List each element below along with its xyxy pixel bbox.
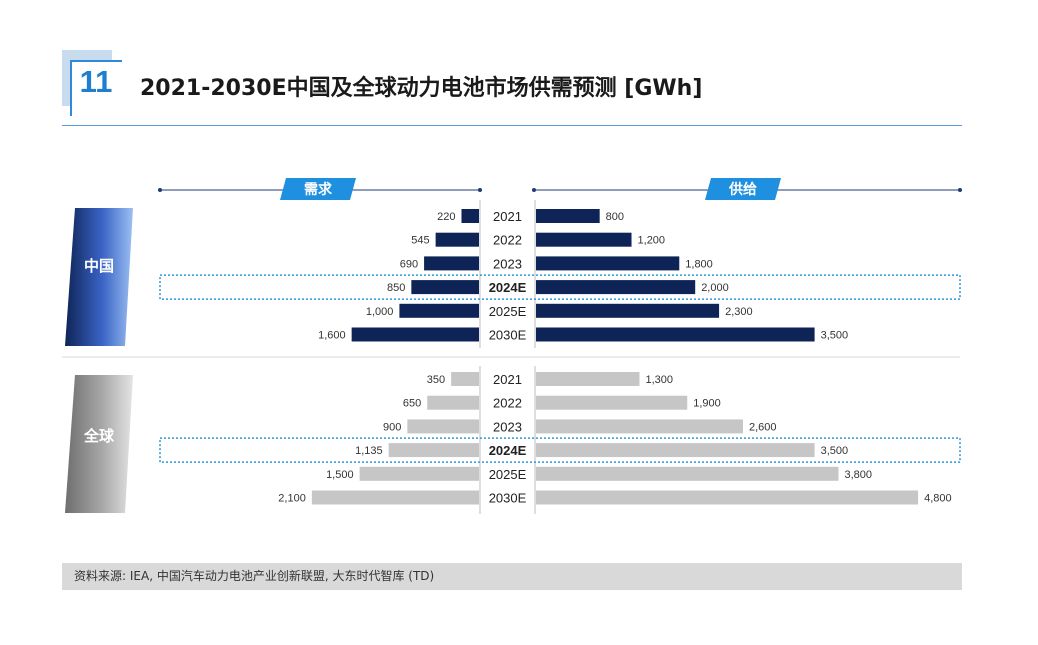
- global-supply-bar: [536, 372, 640, 386]
- china-demand-label: 1,600: [318, 330, 346, 342]
- global-year-label: 2025E: [489, 467, 527, 482]
- china-demand-label: 690: [400, 258, 418, 270]
- china-supply-bar: [536, 232, 632, 247]
- page-number-badge: 11: [62, 50, 122, 116]
- global-supply-bar: [536, 419, 743, 434]
- china-demand-bar: [424, 256, 479, 271]
- title-divider: [62, 125, 962, 126]
- china-demand-label: 1,000: [366, 306, 394, 318]
- global-supply-label: 1,900: [693, 398, 721, 410]
- global-demand-label: 1,135: [355, 445, 383, 457]
- china-demand-bar: [399, 303, 479, 318]
- china-year-label: 2022: [493, 233, 522, 248]
- global-supply-bar: [536, 395, 688, 410]
- china-supply-bar: [536, 303, 720, 318]
- china-demand-bar: [351, 327, 479, 342]
- china-supply-label: 2,300: [725, 306, 753, 318]
- china-demand-bar: [435, 232, 479, 247]
- global-supply-label: 4,800: [924, 493, 952, 505]
- global-year-label: 2023: [493, 419, 522, 434]
- global-demand-label: 1,500: [326, 469, 354, 481]
- china-highlight-box: [159, 274, 961, 300]
- china-supply-label: 3,500: [821, 330, 849, 342]
- global-year-label: 2030E: [489, 491, 527, 506]
- china-year-label: 2024E: [489, 280, 527, 295]
- page-number: 11: [79, 64, 113, 99]
- demand-header-dot-left: [158, 188, 162, 192]
- china-demand-label: 220: [437, 211, 455, 223]
- global-year-label: 2022: [493, 396, 522, 411]
- supply-header-dot-right: [958, 188, 962, 192]
- global-year-label: 2021: [493, 372, 522, 387]
- global-demand-label: 2,100: [278, 493, 306, 505]
- global-supply-bar: [536, 466, 839, 481]
- global-demand-label: 650: [403, 398, 421, 410]
- china-supply-bar: [536, 209, 600, 223]
- global-demand-bar: [388, 443, 479, 458]
- china-demand-label: 545: [411, 235, 429, 247]
- china-supply-label: 1,800: [685, 258, 713, 270]
- china-year-label: 2030E: [489, 328, 527, 343]
- demand-label: 需求: [304, 181, 333, 197]
- global-group-label: 全球: [83, 427, 115, 445]
- page-title: 2021-2030E中国及全球动力电池市场供需预测 [GWh]: [140, 76, 703, 101]
- global-supply-bar: [536, 490, 919, 505]
- global-demand-bar: [407, 419, 479, 434]
- global-group-panel: [65, 375, 133, 513]
- china-supply-label: 1,200: [638, 235, 666, 247]
- china-year-label: 2023: [493, 256, 522, 271]
- source-note: 资料来源: IEA, 中国汽车动力电池产业创新联盟, 大东时代智库 (TD): [62, 563, 962, 590]
- china-supply-bar: [536, 256, 680, 271]
- global-demand-bar: [359, 466, 479, 481]
- global-supply-label: 3,500: [821, 445, 849, 457]
- global-supply-bar: [536, 443, 815, 458]
- badge-frame: [70, 60, 122, 116]
- global-demand-bar: [451, 372, 479, 386]
- china-year-label: 2021: [493, 209, 522, 224]
- global-year-label: 2024E: [489, 443, 527, 458]
- global-demand-label: 900: [383, 421, 401, 433]
- china-supply-bar: [536, 327, 815, 342]
- china-supply-bar: [536, 280, 696, 295]
- china-year-label: 2025E: [489, 304, 527, 319]
- china-demand-bar: [461, 209, 479, 223]
- supply-label: 供给: [728, 181, 757, 197]
- global-highlight-box: [159, 437, 961, 463]
- global-demand-bar: [311, 490, 479, 505]
- china-group-panel: [65, 208, 133, 346]
- demand-label-tag: [280, 178, 356, 200]
- china-demand-label: 850: [387, 282, 405, 294]
- supply-label-tag: [705, 178, 781, 200]
- demand-header-dot-right: [478, 188, 482, 192]
- china-supply-label: 800: [606, 211, 624, 223]
- supply-header-dot-left: [532, 188, 536, 192]
- china-demand-bar: [411, 280, 479, 295]
- global-supply-label: 1,300: [645, 374, 673, 386]
- china-supply-label: 2,000: [701, 282, 729, 294]
- global-supply-label: 2,600: [749, 421, 777, 433]
- global-demand-label: 350: [427, 374, 445, 386]
- global-supply-label: 3,800: [844, 469, 872, 481]
- chart-marks: 220 800 2021 545 1,200 2022 690 1,800 2023 850 2,0…: [159, 209, 961, 506]
- china-group-label: 中国: [84, 257, 114, 275]
- global-demand-bar: [427, 395, 479, 410]
